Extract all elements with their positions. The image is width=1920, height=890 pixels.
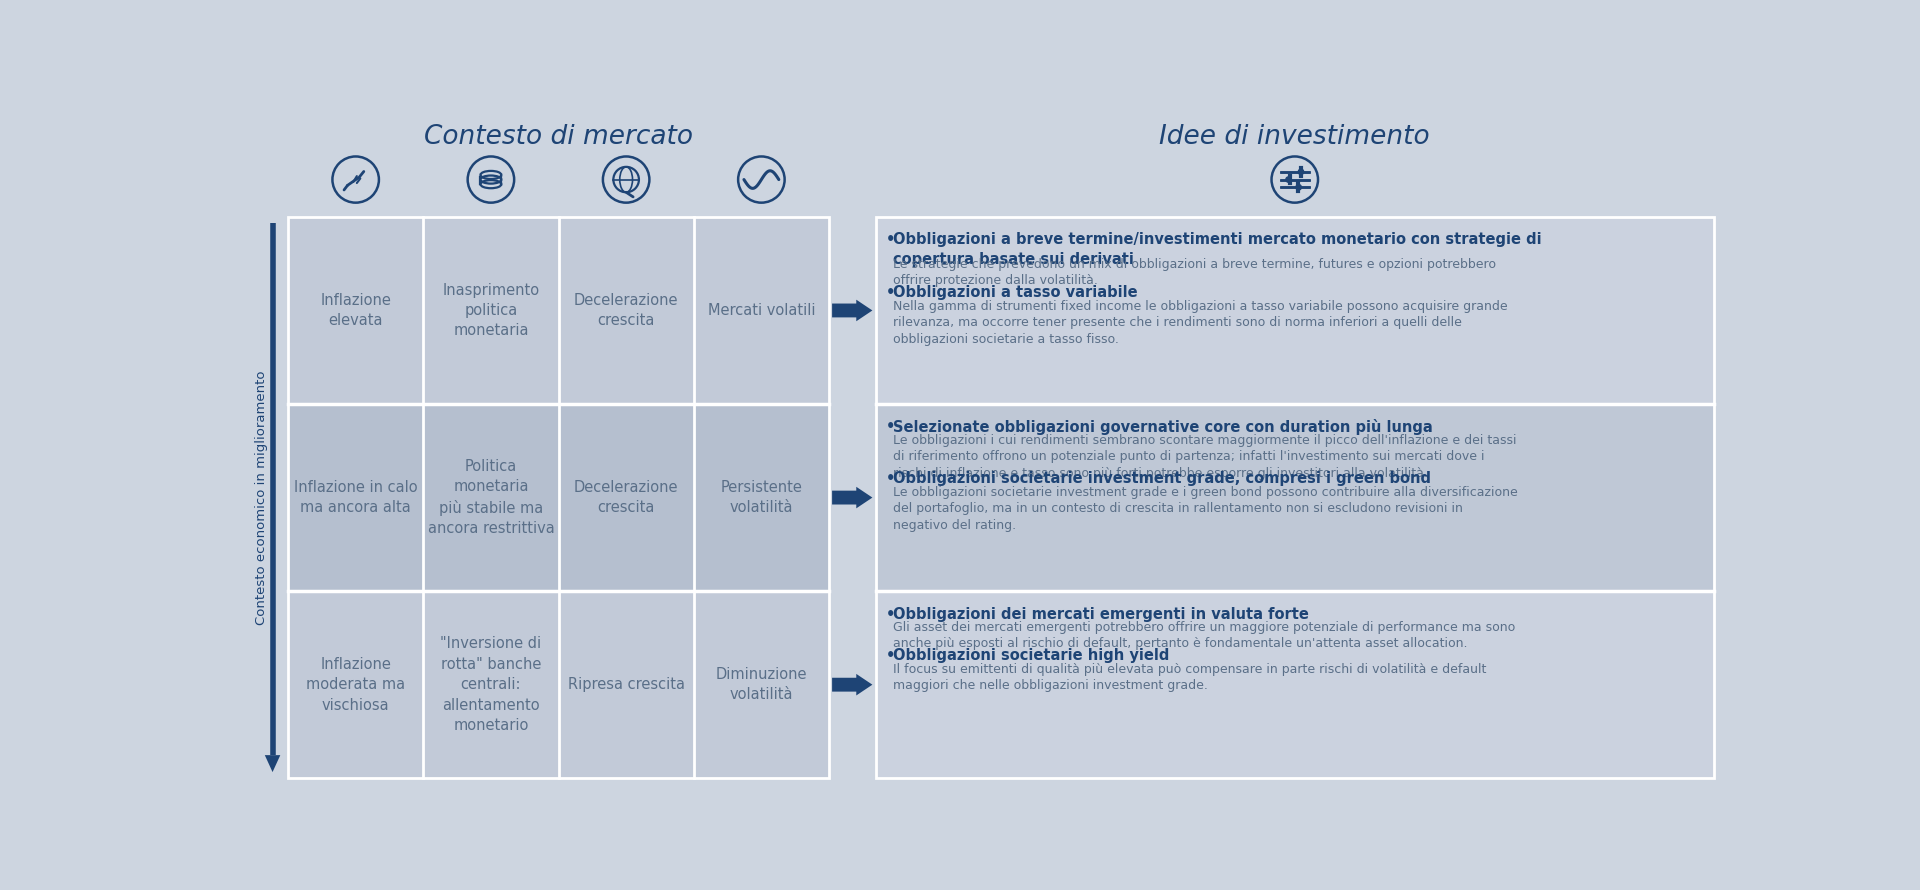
Text: Politica
monetaria
più stabile ma
ancora restrittiva: Politica monetaria più stabile ma ancora…: [428, 458, 555, 537]
Text: Inasprimento
politica
monetaria: Inasprimento politica monetaria: [442, 282, 540, 338]
Text: •: •: [887, 286, 897, 301]
Text: Le obbligazioni societarie investment grade e i green bond possono contribuire a: Le obbligazioni societarie investment gr…: [893, 486, 1517, 531]
Text: Contesto di mercato: Contesto di mercato: [424, 124, 693, 150]
Text: Obbligazioni societarie investment grade, compresi i green bond: Obbligazioni societarie investment grade…: [893, 472, 1430, 487]
Text: Decelerazione
crescita: Decelerazione crescita: [574, 480, 678, 515]
Bar: [876, 217, 1715, 778]
Text: Obbligazioni dei mercati emergenti in valuta forte: Obbligazioni dei mercati emergenti in va…: [893, 606, 1308, 621]
Text: Il focus su emittenti di qualità più elevata può compensare in parte rischi di v: Il focus su emittenti di qualità più ele…: [893, 663, 1486, 692]
Bar: [288, 217, 829, 778]
Text: Le strategie che prevedono un mix di obbligazioni a breve termine, futures e opz: Le strategie che prevedono un mix di obb…: [893, 258, 1496, 287]
Bar: [876, 591, 1715, 778]
Circle shape: [1296, 184, 1302, 190]
Bar: [288, 217, 829, 404]
Polygon shape: [831, 674, 872, 695]
Text: Obbligazioni societarie high yield: Obbligazioni societarie high yield: [893, 649, 1169, 664]
Text: Contesto economico in miglioramento: Contesto economico in miglioramento: [255, 370, 269, 625]
Text: "Inversione di
rotta" banche
centrali:
allentamento
monetario: "Inversione di rotta" banche centrali: a…: [440, 636, 541, 733]
Polygon shape: [265, 755, 280, 773]
Polygon shape: [831, 487, 872, 508]
Circle shape: [1286, 177, 1292, 182]
Text: Inflazione
elevata: Inflazione elevata: [321, 293, 392, 328]
Text: Inflazione
moderata ma
vischiosa: Inflazione moderata ma vischiosa: [305, 657, 405, 713]
Circle shape: [1298, 169, 1304, 174]
Text: Selezionate obbligazioni governative core con duration più lunga: Selezionate obbligazioni governative cor…: [893, 419, 1432, 435]
Text: •: •: [887, 606, 897, 621]
Text: •: •: [887, 232, 897, 247]
Text: Inflazione in calo
ma ancora alta: Inflazione in calo ma ancora alta: [294, 480, 417, 515]
Bar: [876, 404, 1715, 591]
Text: •: •: [887, 419, 897, 434]
Text: Ripresa crescita: Ripresa crescita: [568, 677, 685, 692]
Text: Obbligazioni a breve termine/investimenti mercato monetario con strategie di
cop: Obbligazioni a breve termine/investiment…: [893, 232, 1542, 266]
Text: Le obbligazioni i cui rendimenti sembrano scontare maggiormente il picco dell'in: Le obbligazioni i cui rendimenti sembran…: [893, 433, 1517, 480]
Text: Nella gamma di strumenti fixed income le obbligazioni a tasso variabile possono : Nella gamma di strumenti fixed income le…: [893, 300, 1507, 345]
Text: Obbligazioni a tasso variabile: Obbligazioni a tasso variabile: [893, 286, 1137, 301]
Bar: [288, 591, 829, 778]
Text: Diminuzione
volatilità: Diminuzione volatilità: [716, 667, 806, 702]
Text: •: •: [887, 649, 897, 664]
Bar: [288, 404, 829, 591]
Text: Gli asset dei mercati emergenti potrebbero offrire un maggiore potenziale di per: Gli asset dei mercati emergenti potrebbe…: [893, 621, 1515, 651]
Polygon shape: [831, 300, 872, 321]
Text: Idee di investimento: Idee di investimento: [1160, 124, 1430, 150]
Text: Mercati volatili: Mercati volatili: [708, 303, 816, 318]
Text: •: •: [887, 472, 897, 487]
Bar: [876, 217, 1715, 404]
Text: Decelerazione
crescita: Decelerazione crescita: [574, 293, 678, 328]
Text: Persistente
volatilità: Persistente volatilità: [720, 480, 803, 515]
